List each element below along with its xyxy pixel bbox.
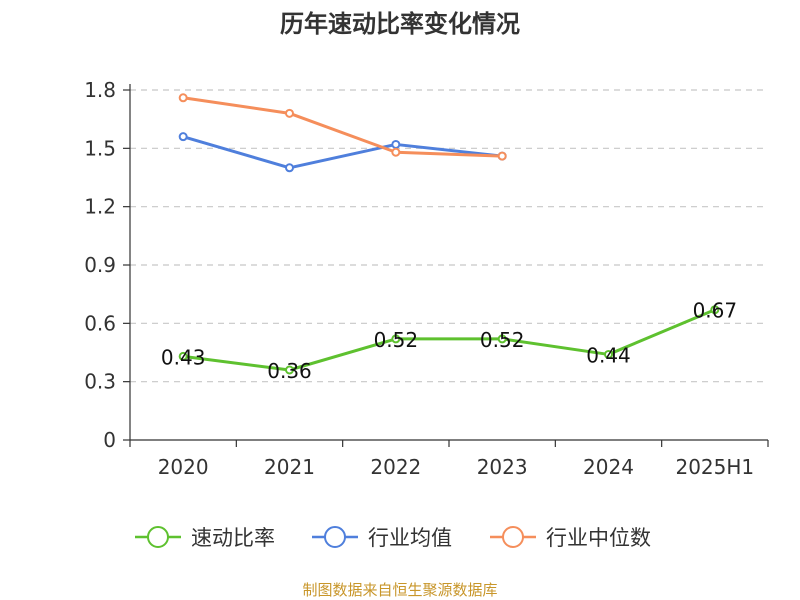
data-label: 0.43 (161, 345, 206, 369)
x-tick-label: 2023 (477, 455, 528, 479)
x-tick-label: 2022 (370, 455, 421, 479)
x-tick-label: 2025H1 (675, 455, 754, 479)
legend-label: 速动比率 (191, 526, 275, 550)
y-tick-label: 0.9 (84, 253, 116, 277)
data-point (178, 132, 188, 142)
source-note: 制图数据来自恒生聚源数据库 (302, 581, 497, 599)
x-tick-label: 2024 (583, 455, 634, 479)
x-tick-label: 2020 (158, 455, 209, 479)
data-point (391, 334, 401, 344)
data-point (178, 93, 188, 103)
data-label: 0.36 (267, 359, 312, 383)
series-line (182, 96, 503, 158)
legend-marker (502, 526, 524, 548)
data-point (497, 334, 507, 344)
data-label: 0.52 (374, 328, 419, 352)
data-point (391, 147, 401, 157)
y-tick-label: 0 (103, 428, 116, 452)
data-point (391, 139, 401, 149)
series-line (182, 135, 503, 170)
legend[interactable]: 速动比率 行业均值 行业中位数 (135, 526, 651, 550)
data-label: 0.44 (586, 343, 631, 367)
data-label: 0.67 (693, 299, 738, 323)
y-tick-label: 1.5 (84, 136, 116, 160)
grid (130, 89, 768, 383)
y-tick-label: 0.3 (84, 370, 116, 394)
data-point (285, 108, 294, 118)
chart-title: 历年速动比率变化情况 (280, 10, 520, 38)
data-point (178, 351, 188, 361)
legend-marker (324, 526, 346, 548)
x-tick-label: 2021 (264, 455, 315, 479)
axes: 0 0.3 0.6 0.9 1.2 1.5 1.8 2020 2021 2022 2023 2024 2… (84, 78, 769, 479)
y-tick-label: 1.8 (84, 78, 116, 102)
y-tick-label: 0.6 (84, 311, 116, 335)
legend-marker (147, 526, 169, 548)
y-tick-label: 1.2 (84, 195, 116, 219)
data-labels: 0.43 0.36 0.52 0.52 0.44 0.67 (161, 299, 737, 383)
data-point (285, 365, 294, 375)
series-line (182, 308, 716, 372)
data-point (710, 305, 720, 315)
legend-label: 行业中位数 (546, 526, 651, 550)
legend-label: 行业均值 (368, 526, 452, 550)
data-point (285, 163, 294, 173)
data-label: 0.52 (480, 328, 525, 352)
data-point (604, 349, 613, 359)
data-point (497, 151, 507, 161)
series-lines (178, 93, 720, 375)
